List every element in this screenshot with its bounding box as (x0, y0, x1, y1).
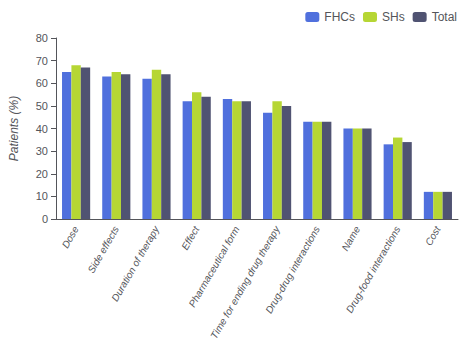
svg-text:40: 40 (36, 123, 48, 135)
svg-text:30: 30 (36, 145, 48, 157)
svg-text:Total: Total (432, 10, 457, 24)
svg-text:Side effects: Side effects (85, 224, 121, 275)
svg-text:Duration of therapy: Duration of therapy (109, 223, 161, 303)
svg-text:Dose: Dose (60, 224, 81, 250)
svg-text:FHCs: FHCs (324, 10, 355, 24)
svg-text:Pharmaceutical form: Pharmaceutical form (186, 224, 242, 309)
svg-text:70: 70 (36, 55, 48, 67)
svg-text:0: 0 (42, 213, 48, 225)
svg-text:Patients (%): Patients (%) (7, 96, 21, 161)
svg-text:Drug-drug interactions: Drug-drug interactions (263, 224, 322, 315)
svg-text:50: 50 (36, 100, 48, 112)
svg-text:10: 10 (36, 190, 48, 202)
svg-text:60: 60 (36, 77, 48, 89)
svg-text:Drug-food interactions: Drug-food interactions (344, 224, 403, 315)
svg-text:Effect: Effect (179, 223, 202, 252)
svg-text:Cost: Cost (423, 223, 443, 247)
svg-text:SHs: SHs (382, 10, 405, 24)
svg-text:Time for ending drug therapy: Time for ending drug therapy (208, 223, 282, 340)
svg-text:Name: Name (339, 224, 362, 253)
svg-text:20: 20 (36, 168, 48, 180)
svg-text:80: 80 (36, 32, 48, 44)
